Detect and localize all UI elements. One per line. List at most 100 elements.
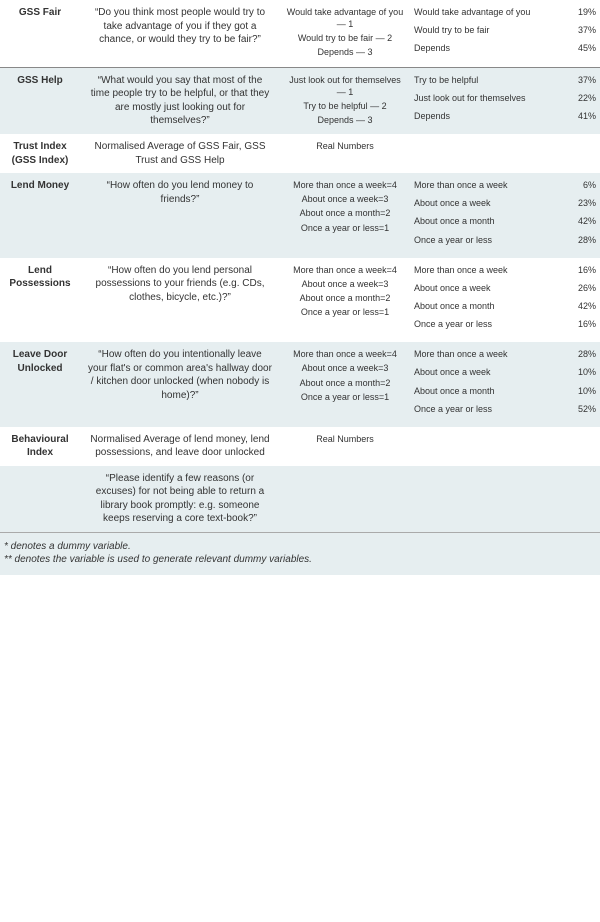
variable-question: “Do you think most people would try to t… [80, 0, 280, 67]
variable-stats: More than once a week16%About once a wee… [410, 258, 600, 343]
coding-line: About once a month=2 [284, 207, 406, 219]
table-row: Leave Door Unlocked“How often do you int… [0, 342, 600, 427]
coding-line: More than once a week=4 [284, 264, 406, 276]
variable-stats [410, 134, 600, 173]
variable-name [0, 466, 80, 532]
coding-line: Just look out for themselves — 1 [284, 74, 406, 98]
variable-coding: More than once a week=4 About once a week… [280, 173, 410, 258]
coding-line: Depends — 3 [284, 114, 406, 126]
table-row: Behavioural IndexNormalised Average of l… [0, 427, 600, 466]
coding-line: Depends — 3 [284, 46, 406, 58]
table-row: GSS Fair“Do you think most people would … [0, 0, 600, 67]
stat-row: More than once a week6% [414, 179, 596, 191]
coding-line: About once a week=3 [284, 278, 406, 290]
stat-label: More than once a week [414, 348, 566, 360]
variable-stats: More than once a week6% About once a week… [410, 173, 600, 258]
stat-label: Depends [414, 42, 566, 54]
variable-name: GSS Fair [0, 0, 80, 67]
coding-line: Once a year or less=1 [284, 391, 406, 403]
coding-line: About once a week=3 [284, 193, 406, 205]
stat-label: Just look out for themselves [414, 92, 566, 104]
stat-label: Would try to be fair [414, 24, 566, 36]
stat-row: Depends45% [414, 42, 596, 54]
stat-label: About once a month [414, 385, 566, 397]
variable-stats: More than once a week28%About once a wee… [410, 342, 600, 427]
stat-pct: 42% [566, 215, 596, 227]
variable-stats: Would take advantage of you19%Would try … [410, 0, 600, 67]
stat-row: Just look out for themselves22% [414, 92, 596, 104]
variable-name: GSS Help [0, 67, 80, 134]
stat-label: About once a month [414, 300, 566, 312]
table-row: GSS Help“What would you say that most of… [0, 67, 600, 134]
variable-name: Leave Door Unlocked [0, 342, 80, 427]
stat-pct: 45% [566, 42, 596, 54]
variable-coding: Just look out for themselves — 1 Try to b… [280, 67, 410, 134]
coding-line: About once a month=2 [284, 292, 406, 304]
stat-row: About once a week26% [414, 282, 596, 294]
stat-pct: 28% [566, 234, 596, 246]
stat-pct: 26% [566, 282, 596, 294]
stat-row: Once a year or less16% [414, 318, 596, 330]
variable-name: Lend Possessions [0, 258, 80, 343]
variable-question: “Please identify a few reasons (or excus… [80, 466, 280, 532]
coding-line: Real Numbers [284, 433, 406, 445]
stat-pct: 42% [566, 300, 596, 312]
stat-row: About once a month42% [414, 215, 596, 227]
variables-table: GSS Fair“Do you think most people would … [0, 0, 600, 532]
coding-line: Try to be helpful — 2 [284, 100, 406, 112]
variable-coding [280, 466, 410, 532]
stat-row: Once a year or less28% [414, 234, 596, 246]
stat-pct: 28% [566, 348, 596, 360]
variable-question: Normalised Average of GSS Fair, GSS Trus… [80, 134, 280, 173]
stat-label: Depends [414, 110, 566, 122]
variable-question: “How often do you intentionally leave yo… [80, 342, 280, 427]
stat-row: More than once a week16% [414, 264, 596, 276]
variable-coding: More than once a week=4 About once a week… [280, 342, 410, 427]
variable-question: Normalised Average of lend money, lend p… [80, 427, 280, 466]
stat-row: Depends41% [414, 110, 596, 122]
stat-row: About once a month42% [414, 300, 596, 312]
table-row: “Please identify a few reasons (or excus… [0, 466, 600, 532]
stat-label: Once a year or less [414, 318, 566, 330]
stat-row: About once a month10% [414, 385, 596, 397]
stat-pct: 16% [566, 318, 596, 330]
footnote-line: * denotes a dummy variable. [4, 541, 596, 552]
stat-label: Would take advantage of you [414, 6, 566, 18]
coding-line: Would take advantage of you — 1 [284, 6, 406, 30]
variable-stats: Try to be helpful37% Just look out for th… [410, 67, 600, 134]
stat-label: Once a year or less [414, 403, 566, 415]
stat-pct: 19% [566, 6, 596, 18]
variable-coding: Real Numbers [280, 134, 410, 173]
stat-pct: 37% [566, 24, 596, 36]
stat-label: About once a week [414, 197, 566, 209]
variable-question: “How often do you lend money to friends?… [80, 173, 280, 258]
table-row: Trust Index (GSS Index)Normalised Averag… [0, 134, 600, 173]
footnote-line: ** denotes the variable is used to gener… [4, 554, 596, 565]
stat-pct: 23% [566, 197, 596, 209]
stat-row: Once a year or less52% [414, 403, 596, 415]
variable-question: “What would you say that most of the tim… [80, 67, 280, 134]
coding-line: More than once a week=4 [284, 179, 406, 191]
variable-name: Behavioural Index [0, 427, 80, 466]
stat-label: About once a week [414, 282, 566, 294]
table-row: Lend Possessions“How often do you lend p… [0, 258, 600, 343]
coding-line: Would try to be fair — 2 [284, 32, 406, 44]
stat-label: More than once a week [414, 264, 566, 276]
variable-question: “How often do you lend personal possessi… [80, 258, 280, 343]
stat-row: More than once a week28% [414, 348, 596, 360]
stat-label: Try to be helpful [414, 74, 566, 86]
stat-pct: 10% [566, 366, 596, 378]
stat-row: Try to be helpful37% [414, 74, 596, 86]
stat-label: About once a month [414, 215, 566, 227]
coding-line: More than once a week=4 [284, 348, 406, 360]
stat-pct: 22% [566, 92, 596, 104]
coding-line: About once a week=3 [284, 362, 406, 374]
footnotes: * denotes a dummy variable. ** denotes th… [0, 532, 600, 575]
variable-name: Lend Money [0, 173, 80, 258]
variable-coding: Real Numbers [280, 427, 410, 466]
stat-pct: 52% [566, 403, 596, 415]
stat-pct: 41% [566, 110, 596, 122]
coding-line: Once a year or less=1 [284, 222, 406, 234]
variable-coding: More than once a week=4 About once a week… [280, 258, 410, 343]
stat-row: About once a week23% [414, 197, 596, 209]
